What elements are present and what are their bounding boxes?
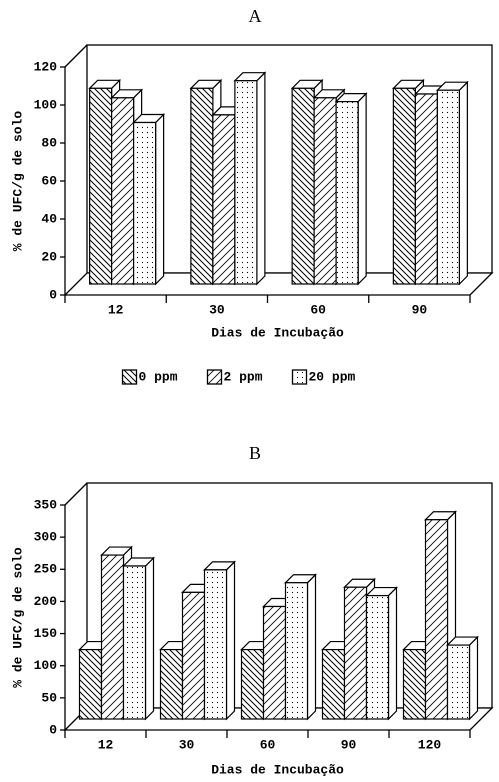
x-tick-label: 90 [341,737,357,752]
frame-line [64,482,88,506]
bar [203,569,228,720]
bar [414,93,438,285]
x-tick-label: 12 [108,302,124,317]
x-axis-label: Dias de Incubação [211,325,344,340]
x-tick-label: 60 [260,737,276,752]
frame-line [64,44,88,68]
chart-title: A [249,6,262,26]
bar-side [357,92,367,286]
bar [335,100,359,285]
y-tick-label: 20 [41,249,57,264]
bar [284,582,309,720]
y-tick-label: 0 [49,287,57,302]
bar [343,586,368,720]
legend-label: 2 ppm [224,369,263,384]
x-tick-label: 120 [418,737,442,752]
y-tick-label: 50 [41,690,57,705]
y-tick-label: 40 [41,211,57,226]
bar [392,87,416,285]
y-tick-label: 150 [34,626,58,641]
legend-swatch [206,369,223,385]
bar [78,648,103,720]
y-tick-label: 300 [34,530,58,545]
bar [122,565,147,720]
chart-title: B [249,443,261,463]
bar [89,87,113,285]
y-tick-label: 350 [34,497,58,512]
legend-label: 20 ppm [309,369,356,384]
bar-side [458,80,468,286]
legend-swatch [291,369,308,385]
bar-side [225,560,236,721]
x-tick-label: 90 [412,302,428,317]
bar [181,591,206,720]
x-tick-label: 30 [209,302,225,317]
y-tick-label: 120 [34,59,58,74]
x-axis-label: Dias de Incubação [211,762,344,777]
bar-side [155,113,165,286]
bar-side [306,573,317,721]
bar [133,121,157,285]
bar [234,80,258,285]
y-tick-label: 80 [41,135,57,150]
bar-side [256,71,266,286]
bar [365,594,390,720]
bar [100,554,125,720]
bar [321,648,346,720]
floor [63,272,494,296]
bar [436,89,460,285]
bar [313,97,337,285]
bar-side [468,635,479,721]
bar [240,648,265,720]
legend-swatch [121,369,138,385]
bar [159,648,184,720]
y-axis-label: % de UFC/g de solo [10,111,25,252]
y-tick-label: 100 [34,97,58,112]
bar [111,97,135,285]
legend-label: 0 ppm [139,369,178,384]
bar [424,519,449,720]
y-tick-label: 200 [34,594,58,609]
bar-side [387,586,398,721]
y-tick-label: 250 [34,562,58,577]
y-tick-label: 100 [34,658,58,673]
y-tick-label: 60 [41,173,57,188]
bar [402,648,427,720]
x-tick-label: 30 [179,737,195,752]
y-axis-label: % de UFC/g de solo [10,547,25,688]
bar [291,87,315,285]
x-tick-label: 12 [98,737,114,752]
bar-side [144,556,155,721]
bar [212,114,236,285]
bar [262,605,287,720]
y-tick-label: 0 [49,722,57,737]
x-tick-label: 60 [310,302,326,317]
bar [446,644,471,720]
bar [190,87,214,285]
